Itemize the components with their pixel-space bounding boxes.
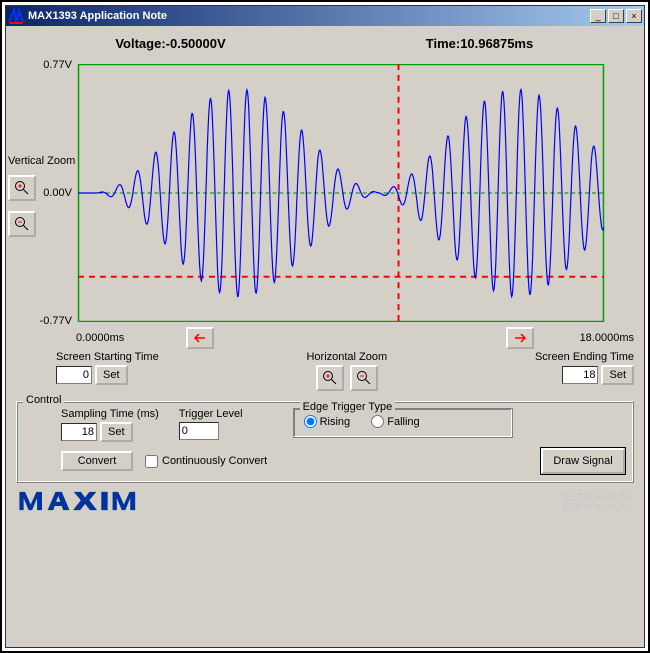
convert-button[interactable]: Convert: [61, 451, 133, 471]
voltage-value: -0.50000V: [166, 36, 226, 51]
trigger-level-group: Trigger Level: [179, 408, 243, 440]
scroll-right-button[interactable]: [506, 327, 534, 349]
watermark-line2: EEPW.com.cn: [563, 503, 632, 513]
screen-end-group: Screen Ending Time Set: [535, 351, 634, 385]
zoom-out-icon: [356, 370, 372, 386]
watermark: EEPW.com.cn EEPW.com.cn: [563, 493, 632, 513]
horizontal-zoom-label: Horizontal Zoom: [159, 351, 535, 363]
draw-signal-button[interactable]: Draw Signal: [541, 448, 625, 474]
arrow-left-icon: [193, 332, 207, 344]
arrow-right-icon: [513, 332, 527, 344]
screen-start-set-button[interactable]: Set: [95, 365, 128, 385]
falling-label: Falling: [387, 416, 419, 428]
continuous-label: Continuously Convert: [162, 455, 267, 467]
screen-end-set-button[interactable]: Set: [601, 365, 634, 385]
voltage-readout: Voltage:-0.50000V: [16, 36, 325, 51]
continuous-checkbox[interactable]: Continuously Convert: [145, 455, 267, 468]
under-plot-row: 0.0000ms 18.0000ms: [76, 327, 634, 349]
control-fieldset: Control Sampling Time (ms) Set Trigger L…: [16, 401, 634, 483]
footer: EEPW.com.cn EEPW.com.cn: [16, 489, 634, 513]
zoom-in-icon: [322, 370, 338, 386]
y-max-label: 0.77V: [43, 59, 72, 71]
vzoom-in-button[interactable]: [8, 175, 36, 201]
scroll-left-button[interactable]: [186, 327, 214, 349]
minimize-button[interactable]: _: [590, 9, 606, 23]
screen-start-group: Screen Starting Time Set: [56, 351, 159, 385]
maxim-logo: [18, 489, 187, 513]
voltage-label: Voltage:: [115, 36, 165, 51]
control-row1: Sampling Time (ms) Set Trigger Level Edg…: [25, 408, 625, 442]
hzoom-in-button[interactable]: [316, 365, 344, 391]
zoom-out-icon: [14, 216, 30, 232]
screen-start-input[interactable]: [56, 366, 92, 384]
control-legend: Control: [23, 394, 64, 406]
y-min-label: -0.77V: [40, 315, 72, 327]
time-value: 10.96875ms: [460, 36, 533, 51]
sampling-input[interactable]: [61, 423, 97, 441]
hzoom-out-button[interactable]: [350, 365, 378, 391]
trigger-level-label: Trigger Level: [179, 408, 243, 420]
window-title: MAX1393 Application Note: [28, 10, 588, 22]
sampling-group: Sampling Time (ms) Set: [61, 408, 159, 442]
time-readout: Time:10.96875ms: [325, 36, 634, 51]
hzoom-group: Horizontal Zoom: [159, 351, 535, 391]
rising-label: Rising: [320, 416, 351, 428]
time-controls-row: Screen Starting Time Set Horizontal Zoom: [56, 351, 634, 391]
x-min-label: 0.0000ms: [76, 332, 156, 344]
vertical-zoom-label: Vertical Zoom: [8, 155, 75, 167]
y-mid-label: 0.00V: [43, 187, 72, 199]
rising-radio[interactable]: Rising: [304, 415, 351, 428]
vzoom-out-button[interactable]: [8, 211, 36, 237]
screen-end-input[interactable]: [562, 366, 598, 384]
sampling-label: Sampling Time (ms): [61, 408, 159, 420]
zoom-in-icon: [14, 180, 30, 196]
time-label: Time:: [426, 36, 460, 51]
maximize-button[interactable]: □: [608, 9, 624, 23]
titlebar: MAX1393 Application Note _ □ ×: [6, 6, 644, 26]
window: MAX1393 Application Note _ □ × Voltage:-…: [5, 5, 645, 648]
edge-trigger-fieldset: Edge Trigger Type Rising Falling: [293, 408, 513, 438]
edge-trigger-legend: Edge Trigger Type: [300, 401, 396, 413]
trigger-level-input[interactable]: [179, 422, 219, 440]
readouts: Voltage:-0.50000V Time:10.96875ms: [16, 32, 634, 63]
scope-left-gutter: 0.77V 0.00V -0.77V Vertical Zoom: [16, 63, 76, 323]
scope-row: 0.77V 0.00V -0.77V Vertical Zoom: [16, 63, 634, 323]
x-max-label: 18.0000ms: [564, 332, 634, 344]
falling-radio[interactable]: Falling: [371, 415, 419, 428]
screen-end-label: Screen Ending Time: [535, 351, 634, 363]
app-icon: [8, 8, 24, 24]
close-button[interactable]: ×: [626, 9, 642, 23]
outer-frame: MAX1393 Application Note _ □ × Voltage:-…: [0, 0, 650, 653]
client-area: Voltage:-0.50000V Time:10.96875ms 0.77V …: [6, 26, 644, 647]
scope-plot[interactable]: [76, 63, 606, 323]
control-row2: Convert Continuously Convert Draw Signal: [25, 448, 625, 474]
sampling-set-button[interactable]: Set: [100, 422, 133, 442]
screen-start-label: Screen Starting Time: [56, 351, 159, 363]
